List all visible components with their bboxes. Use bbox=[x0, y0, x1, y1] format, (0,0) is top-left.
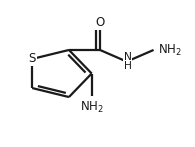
Text: O: O bbox=[95, 16, 105, 29]
Text: NH$_2$: NH$_2$ bbox=[80, 100, 104, 115]
Text: NH$_2$: NH$_2$ bbox=[158, 42, 182, 57]
Text: N
H: N H bbox=[124, 52, 132, 71]
Text: S: S bbox=[28, 52, 36, 65]
